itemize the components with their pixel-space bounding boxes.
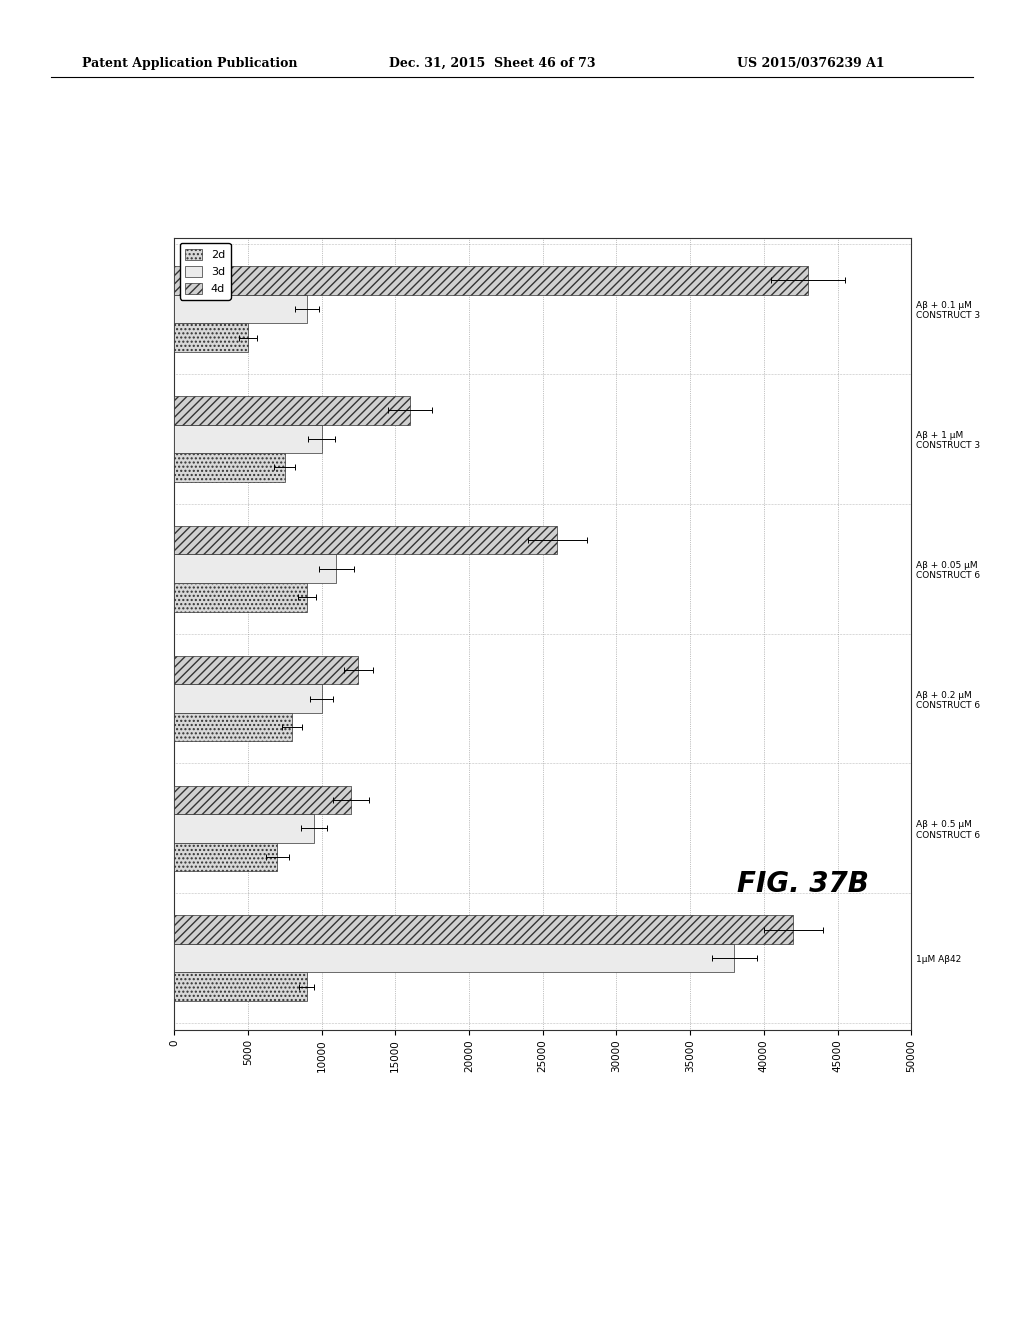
Bar [174,842,278,871]
Bar [174,684,322,713]
Bar [174,583,307,611]
Bar [174,267,808,294]
Text: Patent Application Publication: Patent Application Publication [82,57,297,70]
Bar [174,814,314,842]
Bar [174,554,336,583]
Bar [174,713,292,742]
Bar [174,973,307,1001]
Bar [174,915,794,944]
Bar [174,944,734,973]
Bar [174,525,557,554]
Text: FIG. 37B: FIG. 37B [737,870,869,899]
Bar [174,425,322,453]
Text: US 2015/0376239 A1: US 2015/0376239 A1 [737,57,885,70]
Bar [174,294,307,323]
Bar [174,656,358,684]
Bar [174,785,351,814]
Bar [174,323,248,352]
Text: Dec. 31, 2015  Sheet 46 of 73: Dec. 31, 2015 Sheet 46 of 73 [389,57,596,70]
Legend: 2d, 3d, 4d: 2d, 3d, 4d [179,243,230,300]
Bar [174,453,285,482]
Bar [174,396,410,425]
